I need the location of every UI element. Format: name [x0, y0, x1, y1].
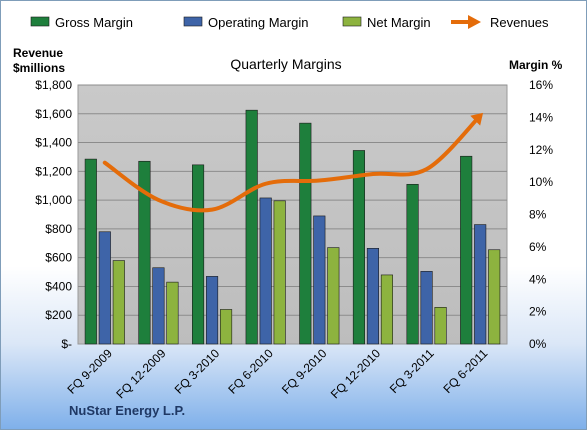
y2-tick-label: 6% — [529, 240, 547, 254]
x-tick-label: FQ 9-2010 — [279, 346, 330, 397]
revenue-line-layer — [102, 112, 484, 213]
company-name: NuStar Energy L.P. — [69, 403, 185, 418]
gross-margin-bar — [299, 122, 312, 345]
y2-tick-label: 14% — [529, 110, 553, 124]
net-margin-bar — [166, 281, 179, 345]
y-tick-label: $1,600 — [35, 107, 72, 121]
y2-tick-label: 16% — [529, 78, 553, 92]
legend: Gross Margin Operating Margin Net Margin Re… — [30, 15, 549, 30]
operating-margin-bar — [474, 224, 487, 345]
y-tick-label: $1,400 — [35, 136, 72, 150]
net-margin-legend-label: Net Margin — [367, 15, 431, 30]
net-margin-bar — [380, 274, 393, 345]
revenues-line — [102, 113, 483, 213]
operating-margin-bar — [259, 197, 272, 345]
x-tick-label: FQ 6-2011 — [440, 346, 490, 396]
y-tick-label: $400 — [45, 279, 72, 293]
net-margin-bar — [220, 309, 233, 345]
x-tick-label: FQ 6-2010 — [225, 346, 276, 397]
revenues-arrowhead — [470, 112, 484, 126]
net-margin-bar — [273, 200, 286, 345]
y-axis-label: Revenue $millions — [13, 46, 65, 75]
right-axis-ticks: 0% 2% 4% 6% 8% 10% 12% 14% 16% — [529, 78, 553, 351]
gross-margin-bar — [352, 150, 365, 345]
x-tick-label: FQ 3-2011 — [387, 346, 437, 396]
y-tick-label: $800 — [45, 222, 72, 236]
chart-title: Quarterly Margins — [230, 56, 341, 72]
bars — [84, 109, 501, 345]
y2-tick-label: 10% — [529, 175, 553, 189]
x-tick-label: FQ 9-2009 — [64, 346, 115, 397]
y2-tick-label: 0% — [529, 337, 547, 351]
gross-margin-bar — [245, 109, 258, 345]
net-margin-bar — [488, 249, 501, 345]
net-margin-legend-swatch — [342, 16, 362, 27]
gross-margin-legend-swatch — [30, 16, 50, 27]
operating-margin-bar — [152, 267, 165, 345]
y-axis-label-line: $millions — [13, 61, 65, 75]
revenues-legend-label: Revenues — [490, 15, 549, 30]
gross-margin-bar — [406, 183, 419, 345]
y-tick-label: $200 — [45, 308, 72, 322]
left-axis-ticks: $- $200 $400 $600 $800 $1,000 $1,200 $1,400 $1,6… — [35, 78, 72, 351]
y-tick-label: $600 — [45, 251, 72, 265]
operating-margin-legend-label: Operating Margin — [208, 15, 308, 30]
operating-margin-bar — [98, 231, 111, 345]
operating-margin-bar — [366, 248, 379, 345]
y2-tick-label: 8% — [529, 208, 547, 222]
net-margin-bar — [112, 260, 125, 345]
net-margin-bar — [327, 247, 340, 345]
gross-margin-bar — [192, 164, 205, 345]
gross-margin-legend-label: Gross Margin — [55, 15, 133, 30]
operating-margin-legend-swatch — [183, 16, 203, 27]
y-axis-label-line: Revenue — [13, 46, 63, 60]
y-tick-label: $1,200 — [35, 164, 72, 178]
y-tick-label: $1,000 — [35, 193, 72, 207]
operating-margin-bar — [313, 215, 326, 345]
gross-margin-bar — [84, 158, 97, 345]
x-tick-label: FQ 12-2009 — [113, 346, 168, 401]
y-tick-label: $1,800 — [35, 78, 72, 92]
y2-tick-label: 12% — [529, 143, 553, 157]
operating-margin-bar — [420, 271, 433, 345]
y-tick-label: $- — [61, 337, 72, 351]
y2-tick-label: 2% — [529, 305, 547, 319]
x-tick-label: FQ 3-2010 — [172, 346, 223, 397]
gross-margin-bar — [138, 160, 151, 345]
operating-margin-bar — [206, 276, 219, 345]
x-tick-label: FQ 12-2010 — [328, 346, 383, 401]
revenues-legend-arrow — [468, 15, 481, 29]
gross-margin-bar — [460, 155, 473, 345]
net-margin-bar — [434, 307, 447, 345]
y2-tick-label: 4% — [529, 272, 547, 286]
y2-axis-label: Margin % — [509, 58, 563, 72]
